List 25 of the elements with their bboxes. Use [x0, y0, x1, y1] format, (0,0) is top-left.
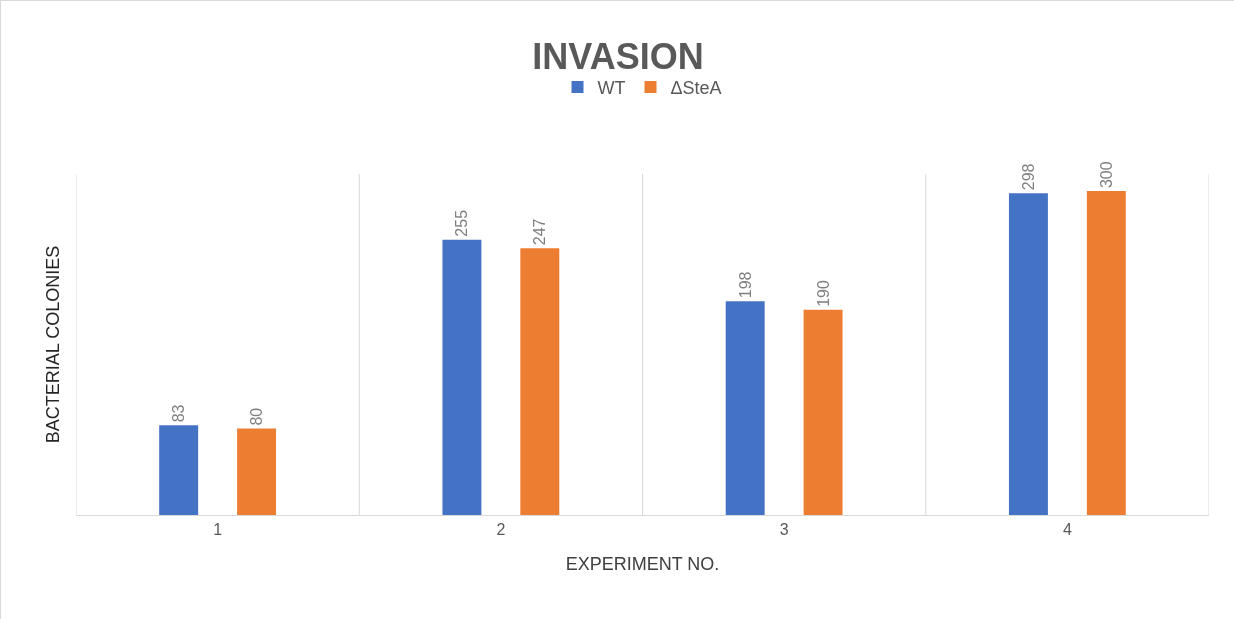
data-label: 300 — [1097, 161, 1115, 189]
bar — [1086, 191, 1126, 515]
x-tick-label: 3 — [779, 521, 789, 539]
data-label: 80 — [248, 407, 266, 426]
bar — [442, 239, 482, 515]
bar — [725, 301, 765, 515]
bar — [1008, 193, 1048, 515]
bar — [803, 309, 843, 515]
chart-title: INVASION — [532, 36, 704, 78]
data-label: 83 — [170, 404, 188, 423]
x-tick-label: 2 — [496, 521, 506, 539]
data-label: 247 — [531, 218, 549, 246]
data-label: 198 — [736, 271, 754, 299]
x-tick-label: 4 — [1062, 521, 1072, 539]
data-label: 298 — [1019, 163, 1037, 191]
data-label: 190 — [814, 280, 832, 307]
legend-label: WT — [597, 78, 626, 99]
data-label: 255 — [453, 209, 471, 237]
x-tick-label: 1 — [213, 521, 223, 539]
bar — [159, 425, 199, 515]
bar — [520, 248, 560, 515]
y-axis-title: BACTERIAL COLONIES — [43, 245, 64, 444]
bar — [237, 428, 277, 515]
legend-label: ΔSteA — [670, 78, 722, 99]
x-axis-title: EXPERIMENT NO. — [565, 554, 720, 575]
